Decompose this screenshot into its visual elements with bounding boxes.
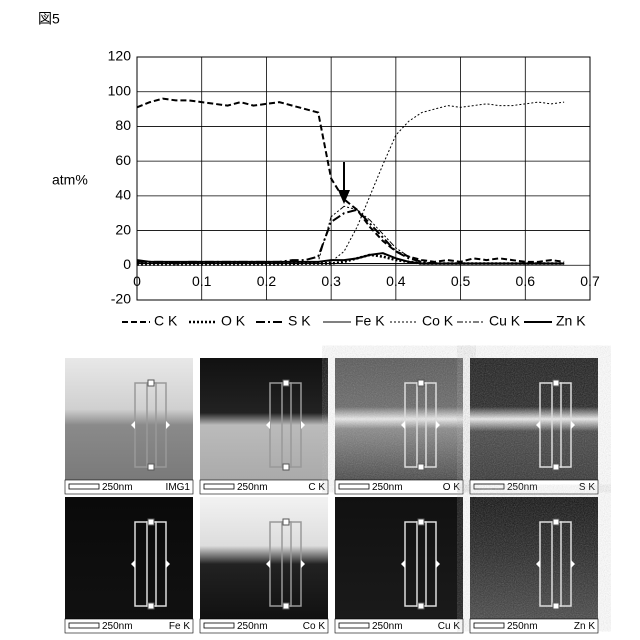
map-image bbox=[200, 358, 328, 480]
map-label: C K bbox=[308, 482, 325, 493]
handle bbox=[148, 464, 154, 470]
map-image bbox=[65, 497, 193, 619]
y-tick-label: 40 bbox=[115, 187, 131, 203]
scale-bar bbox=[204, 484, 234, 489]
handle bbox=[283, 380, 289, 386]
map-panel: 250nm O K bbox=[335, 358, 463, 494]
map-label: Cu K bbox=[438, 621, 461, 632]
scale-label: 250nm bbox=[237, 482, 268, 493]
legend-label: Zn K bbox=[556, 313, 586, 329]
series-line bbox=[137, 99, 564, 262]
map-panel: 250nm Fe K bbox=[65, 497, 193, 633]
handle bbox=[283, 603, 289, 609]
scale-label: 250nm bbox=[102, 482, 133, 493]
map-image bbox=[335, 497, 463, 619]
figure: 図5 atm% -2002040608010012000.10.20.30.40… bbox=[0, 0, 640, 640]
map-label: Co K bbox=[303, 621, 326, 632]
y-tick-label: 20 bbox=[115, 221, 131, 237]
map-panel: 250nm C K bbox=[200, 358, 328, 494]
handle bbox=[553, 380, 559, 386]
legend-label: Cu K bbox=[489, 313, 521, 329]
scale-bar bbox=[69, 484, 99, 489]
figure-label: 図5 bbox=[38, 11, 60, 27]
y-tick-label: -20 bbox=[111, 291, 131, 307]
map-label: S K bbox=[579, 482, 595, 493]
map-panel: 250nm S K bbox=[470, 358, 598, 494]
scale-label: 250nm bbox=[507, 482, 538, 493]
legend-label: Co K bbox=[422, 313, 454, 329]
y-tick-label: 100 bbox=[108, 82, 132, 98]
map-label: Zn K bbox=[574, 621, 595, 632]
handle bbox=[283, 519, 289, 525]
scale-bar bbox=[474, 623, 504, 628]
map-label: IMG1 bbox=[166, 482, 191, 493]
handle bbox=[148, 603, 154, 609]
map-noise bbox=[335, 358, 463, 480]
handle bbox=[418, 603, 424, 609]
legend-label: Fe K bbox=[355, 313, 385, 329]
scale-bar bbox=[204, 623, 234, 628]
map-label: Fe K bbox=[169, 621, 190, 632]
y-tick-label: 60 bbox=[115, 152, 131, 168]
y-axis-label: atm% bbox=[52, 172, 88, 188]
scale-bar bbox=[474, 484, 504, 489]
handle bbox=[283, 464, 289, 470]
map-noise bbox=[470, 497, 598, 619]
scale-label: 250nm bbox=[372, 621, 403, 632]
handle bbox=[148, 380, 154, 386]
series-line bbox=[137, 253, 564, 263]
handle bbox=[148, 519, 154, 525]
scale-bar bbox=[339, 484, 369, 489]
map-panel: 250nm Cu K bbox=[335, 497, 463, 633]
map-noise bbox=[470, 358, 598, 480]
legend-label: C K bbox=[154, 313, 178, 329]
handle bbox=[418, 519, 424, 525]
map-label: O K bbox=[443, 482, 461, 493]
handle bbox=[553, 519, 559, 525]
map-panel: 250nm Co K bbox=[200, 497, 328, 633]
y-tick-label: 120 bbox=[108, 48, 132, 64]
legend-label: S K bbox=[288, 313, 311, 329]
scale-label: 250nm bbox=[102, 621, 133, 632]
handle bbox=[418, 464, 424, 470]
y-tick-label: 0 bbox=[123, 256, 131, 272]
scale-label: 250nm bbox=[507, 621, 538, 632]
handle bbox=[553, 603, 559, 609]
map-panel: 250nm IMG1 bbox=[65, 358, 193, 494]
map-panel: 250nm Zn K bbox=[470, 497, 598, 633]
legend-label: O K bbox=[221, 313, 246, 329]
handle bbox=[553, 464, 559, 470]
scale-bar bbox=[339, 623, 369, 628]
scale-label: 250nm bbox=[237, 621, 268, 632]
series-line bbox=[137, 206, 564, 263]
map-image bbox=[200, 497, 328, 619]
y-tick-label: 80 bbox=[115, 117, 131, 133]
scale-label: 250nm bbox=[372, 482, 403, 493]
series-line bbox=[137, 210, 564, 264]
map-image bbox=[65, 358, 193, 480]
scale-bar bbox=[69, 623, 99, 628]
handle bbox=[418, 380, 424, 386]
